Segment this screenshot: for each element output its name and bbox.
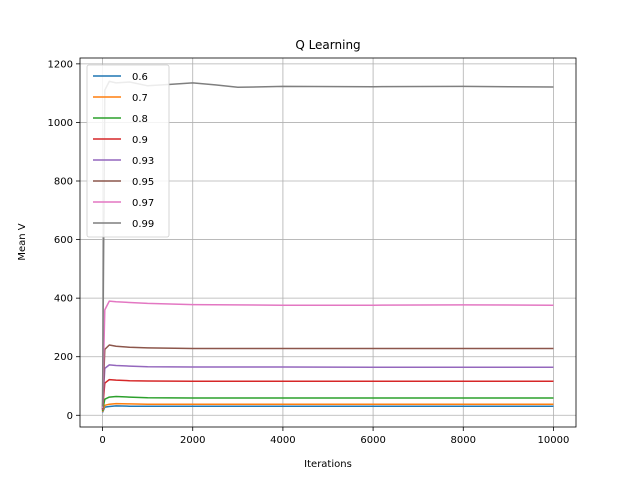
legend-label-0.6: 0.6 [132,72,148,83]
legend-label-0.99: 0.99 [132,219,154,230]
series-line-0.93 [101,364,554,410]
series-line-0.7 [101,402,554,413]
y-tick-label: 1000 [48,118,73,129]
x-tick-label: 10000 [538,435,570,446]
x-tick-label: 2000 [180,435,205,446]
y-axis-ticks: 0 200 400 600 800 1000 1200 [48,59,80,422]
y-tick-label: 0 [67,411,73,422]
legend-label-0.9: 0.9 [132,135,148,146]
x-tick-label: 6000 [360,435,385,446]
x-axis-ticks: 0 2000 4000 6000 8000 10000 [99,427,569,446]
grid [80,58,576,427]
series-line-0.95 [101,344,554,409]
y-tick-label: 400 [54,294,73,305]
x-tick-label: 0 [99,435,105,446]
series-line-0.6 [101,405,554,413]
legend-label-0.7: 0.7 [132,93,148,104]
y-axis-label: Mean V [17,223,28,260]
chart-title: Q Learning [295,38,360,52]
legend-box [86,64,170,238]
x-tick-label: 8000 [451,435,476,446]
y-tick-label: 200 [54,352,73,363]
legend-label-0.93: 0.93 [132,156,154,167]
plot-frame [79,57,577,428]
series-line-0.8 [101,395,554,412]
x-axis-label: Iterations [304,459,352,470]
y-tick-label: 800 [54,177,73,188]
y-tick-label: 600 [54,235,73,246]
series-line-0.97 [101,300,554,409]
series-line-0.9 [101,378,554,411]
x-tick-label: 4000 [270,435,295,446]
legend-label-0.97: 0.97 [132,198,154,209]
legend-label-0.95: 0.95 [132,177,154,188]
y-tick-label: 1200 [48,59,73,70]
legend: 0.6 0.7 0.8 0.9 0.93 0.95 0.97 0.99 [86,64,170,238]
legend-label-0.8: 0.8 [132,114,148,125]
